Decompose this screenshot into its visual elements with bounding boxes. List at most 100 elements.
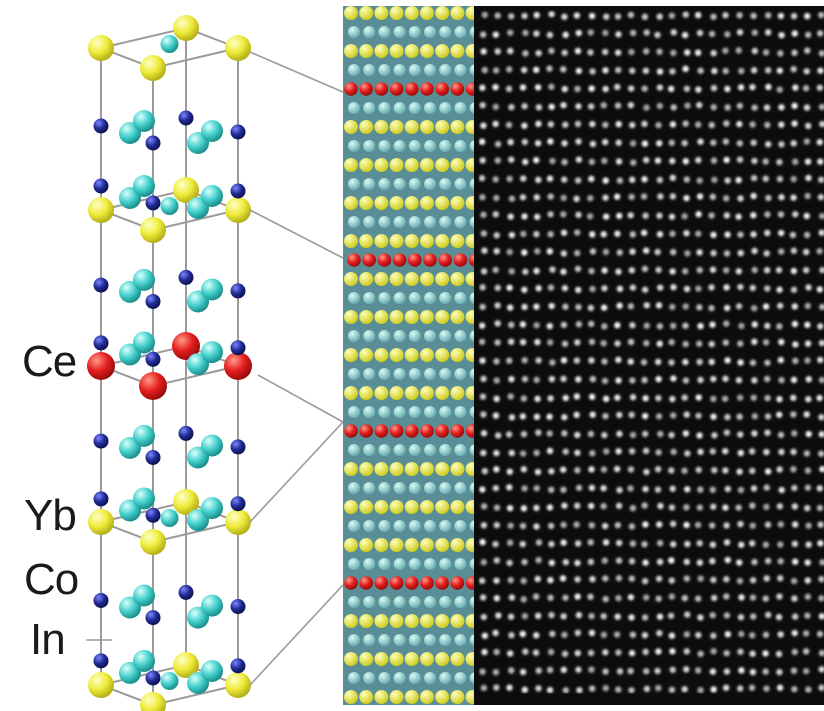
- stem-dot: [479, 668, 486, 675]
- stem-dot: [763, 575, 770, 582]
- stem-dot: [600, 613, 607, 620]
- stem-dot: [508, 667, 515, 674]
- stem-dot: [765, 12, 772, 19]
- stem-dot: [654, 486, 662, 493]
- stem-dot: [710, 249, 717, 257]
- stem-dot: [656, 231, 664, 238]
- stem-dot: [507, 338, 515, 345]
- strip-in-atom: [363, 178, 376, 190]
- stem-dot: [802, 630, 810, 637]
- strip-in-atom: [363, 330, 376, 342]
- stem-dot: [600, 631, 608, 639]
- strip-yb-atom: [450, 158, 465, 172]
- stem-dot: [762, 595, 769, 602]
- stem-dot: [791, 540, 799, 548]
- strip-in-atom: [454, 140, 467, 152]
- stem-dot: [561, 430, 568, 437]
- stem-dot: [791, 503, 799, 510]
- stem-dot: [791, 49, 798, 56]
- strip-in-atom: [348, 26, 360, 38]
- strip-ce-atom: [362, 253, 377, 267]
- stem-dot: [668, 213, 676, 220]
- stem-dot: [819, 465, 824, 473]
- connector-line: [257, 374, 344, 423]
- stem-dot: [587, 194, 594, 202]
- stem-dot: [533, 376, 540, 384]
- stem-dot: [777, 631, 784, 638]
- stem-dot: [816, 286, 824, 293]
- stem-dot: [628, 687, 635, 694]
- strip-yb-atom: [420, 310, 434, 324]
- stem-dot: [776, 286, 783, 293]
- strip-yb-atom: [389, 614, 404, 628]
- stem-dot: [588, 357, 595, 364]
- stem-dot: [589, 120, 596, 128]
- stem-dot: [751, 430, 758, 437]
- stem-dot: [777, 50, 784, 57]
- stem-dot: [655, 266, 662, 274]
- stem-dot: [615, 649, 622, 656]
- stem-dot: [682, 340, 689, 348]
- stem-dot: [627, 358, 634, 365]
- strip-yb-atom: [404, 462, 419, 476]
- stem-dot: [547, 231, 554, 238]
- stem-dot: [642, 67, 650, 74]
- stem-dot: [547, 486, 555, 493]
- stem-dot: [735, 47, 742, 54]
- strip-ce-atom: [423, 253, 437, 267]
- strip-in-atom: [393, 64, 406, 76]
- stem-dot: [763, 484, 770, 491]
- stem-dot: [586, 213, 594, 220]
- strip-yb-atom: [344, 538, 358, 552]
- stem-dot: [616, 411, 623, 419]
- strip-in-atom: [378, 482, 391, 494]
- strip-in-atom: [439, 178, 452, 190]
- stem-dot: [684, 486, 691, 493]
- stem-dot: [683, 504, 690, 511]
- strip-yb-atom: [389, 272, 404, 286]
- stem-dot: [722, 504, 729, 511]
- stem-dot: [588, 85, 595, 92]
- stem-dot: [492, 484, 500, 492]
- stem-dot: [655, 648, 662, 655]
- stem-dot: [508, 231, 516, 239]
- stem-dot: [694, 121, 702, 128]
- strip-yb-atom: [359, 690, 374, 704]
- stem-dot: [601, 377, 609, 385]
- stem-dot: [791, 430, 798, 437]
- stem-dot: [562, 31, 569, 39]
- stem-dot: [492, 211, 500, 218]
- stem-dot: [790, 267, 798, 275]
- stem-dot: [790, 140, 797, 147]
- strip-in-atom: [363, 102, 376, 114]
- stem-dot: [627, 466, 635, 473]
- strip-in-atom: [408, 140, 421, 152]
- stem-dot: [737, 340, 744, 347]
- stem-dot: [764, 468, 772, 475]
- stem-dot: [535, 539, 543, 546]
- ce-atom: [87, 352, 115, 380]
- stem-dot: [735, 303, 743, 310]
- stem-dot: [641, 412, 649, 420]
- stem-dot: [696, 101, 703, 109]
- stem-dot: [616, 249, 623, 256]
- strip-yb-atom: [389, 158, 404, 172]
- stem-dot: [642, 648, 649, 656]
- stem-dot: [492, 120, 499, 128]
- co-atom: [145, 351, 161, 367]
- strip-in-atom: [393, 672, 406, 684]
- stem-dot: [790, 376, 798, 384]
- stem-dot: [656, 613, 664, 620]
- stem-dot: [722, 467, 729, 474]
- stem-dot: [480, 449, 487, 457]
- stem-dot: [615, 377, 622, 384]
- strip-yb-atom: [344, 500, 358, 514]
- stem-dot: [642, 594, 650, 601]
- strip-in-atom: [363, 482, 376, 494]
- stem-dot: [629, 231, 637, 238]
- stem-dot: [479, 31, 487, 38]
- stem-dot: [791, 30, 798, 37]
- strip-yb-atom: [374, 6, 389, 20]
- stem-dot: [697, 322, 704, 330]
- co-atom: [145, 507, 161, 523]
